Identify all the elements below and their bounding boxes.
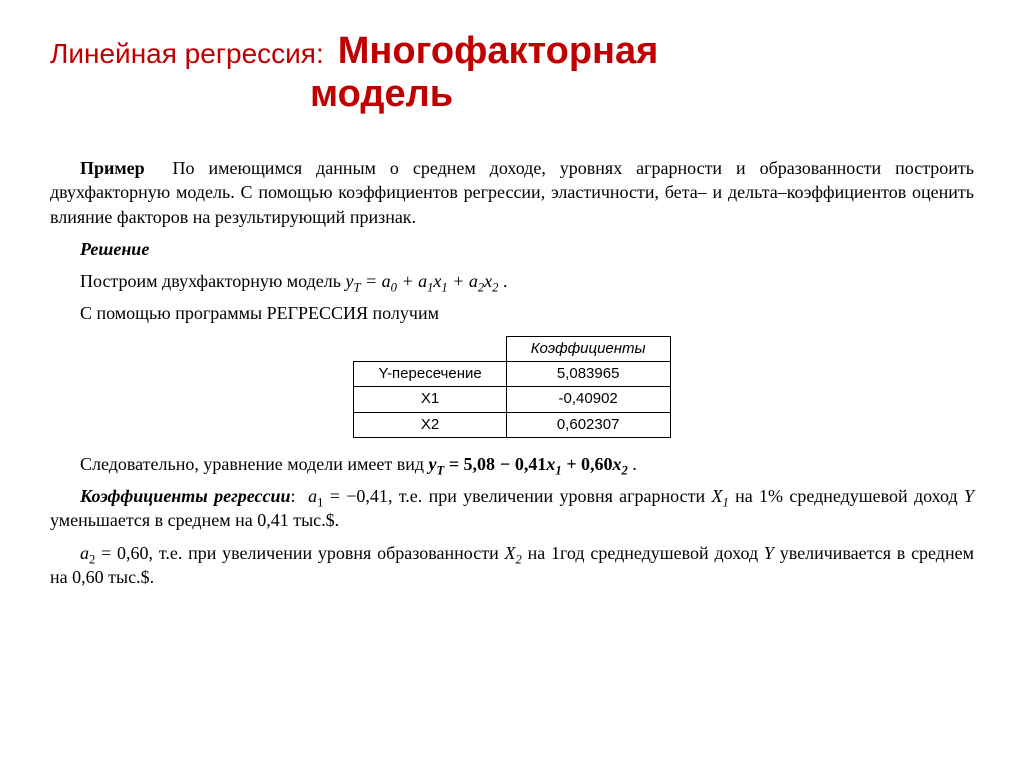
c2-x: X	[505, 543, 516, 563]
table-row: X2 0,602307	[354, 412, 670, 437]
solution-line1: Построим двухфакторную модель yT = a0 + …	[50, 269, 974, 293]
c1-val: −0,41	[346, 486, 388, 506]
mf-c2: 0,60	[581, 454, 613, 474]
mf-y: y	[429, 454, 437, 474]
mg-x1sub: 1	[441, 281, 447, 295]
example-label: Пример	[80, 158, 145, 178]
table-row-label: Y-пересечение	[354, 362, 506, 387]
c2-sym: a	[80, 543, 89, 563]
mg-a0: a	[382, 271, 391, 291]
example-text: По имеющимся данным о среднем доходе, ур…	[50, 158, 974, 227]
c1-delta: 0,41 тыс.$.	[257, 510, 339, 530]
followup-line: Следовательно, уравнение модели имеет ви…	[50, 452, 974, 476]
mg-x2: x	[484, 271, 492, 291]
table-row-value: 0,602307	[506, 412, 670, 437]
c1-sym: a	[308, 486, 317, 506]
coef1-paragraph: Коэффициенты регрессии: a1 = −0,41, т.е.…	[50, 484, 974, 533]
c2-val: 0,60	[117, 543, 149, 563]
mg-ysub: T	[353, 281, 360, 295]
c1-pre: , т.е. при увеличении уровня аграрности	[388, 486, 712, 506]
solution-label: Решение	[80, 239, 149, 259]
model-general: yT = a0 + a1x1 + a2x2	[345, 271, 502, 291]
table-row-value: -0,40902	[506, 387, 670, 412]
title-bold-a: Многофакторная	[338, 30, 659, 73]
title-block: Линейная регрессия: Многофакторная модел…	[50, 30, 974, 116]
table-row-value: 5,083965	[506, 362, 670, 387]
solution-line1-pre: Построим двухфакторную модель	[80, 271, 345, 291]
mf-x2sub: 2	[621, 463, 627, 477]
c1-x: X	[711, 486, 722, 506]
c2-y: Y	[764, 543, 774, 563]
solution-line2: С помощью программы РЕГРЕССИЯ получим	[50, 301, 974, 325]
c2-mid: на 1год среднедушевой доход	[522, 543, 764, 563]
table-row: Y-пересечение 5,083965	[354, 362, 670, 387]
mf-c1: 0,41	[515, 454, 547, 474]
c1-mid: на 1% среднедушевой доход	[729, 486, 964, 506]
example-paragraph: Пример По имеющимся данным о среднем дох…	[50, 156, 974, 229]
model-fit: yT = 5,08 − 0,41x1 + 0,60x2	[429, 454, 633, 474]
mg-a1: a	[418, 271, 427, 291]
table-header-row: Коэффициенты	[354, 336, 670, 361]
slide: Линейная регрессия: Многофакторная модел…	[0, 0, 1024, 617]
mg-a0sub: 0	[391, 281, 397, 295]
c1-post: уменьшается в среднем на	[50, 510, 257, 530]
c2-sub: 2	[89, 552, 95, 566]
c1-y: Y	[964, 486, 974, 506]
title-light: Линейная регрессия:	[50, 38, 324, 70]
mf-x1sub: 1	[555, 463, 561, 477]
table-row-label: X1	[354, 387, 506, 412]
mf-ysub: T	[437, 463, 445, 477]
c2-delta: 0,60 тыс.$.	[72, 567, 154, 587]
followup-pre: Следовательно, уравнение модели имеет ви…	[80, 454, 429, 474]
solution-label-line: Решение	[50, 237, 974, 261]
mg-a2: a	[469, 271, 478, 291]
table-header-coef: Коэффициенты	[506, 336, 670, 361]
coef-label: Коэффициенты регрессии	[80, 486, 291, 506]
c2-pre: , т.е. при увеличении уровня образованно…	[149, 543, 505, 563]
mf-c0: 5,08	[464, 454, 496, 474]
body-text: Пример По имеющимся данным о среднем дох…	[50, 156, 974, 589]
table-row-label: X2	[354, 412, 506, 437]
coef2-paragraph: a2 = 0,60, т.е. при увеличении уровня об…	[50, 541, 974, 590]
mg-x2sub: 2	[492, 281, 498, 295]
c1-sub: 1	[317, 496, 323, 510]
table-header-empty	[354, 336, 506, 361]
table-row: X1 -0,40902	[354, 387, 670, 412]
coef-table: Коэффициенты Y-пересечение 5,083965 X1 -…	[353, 336, 670, 438]
title-bold-b: модель	[310, 73, 974, 116]
